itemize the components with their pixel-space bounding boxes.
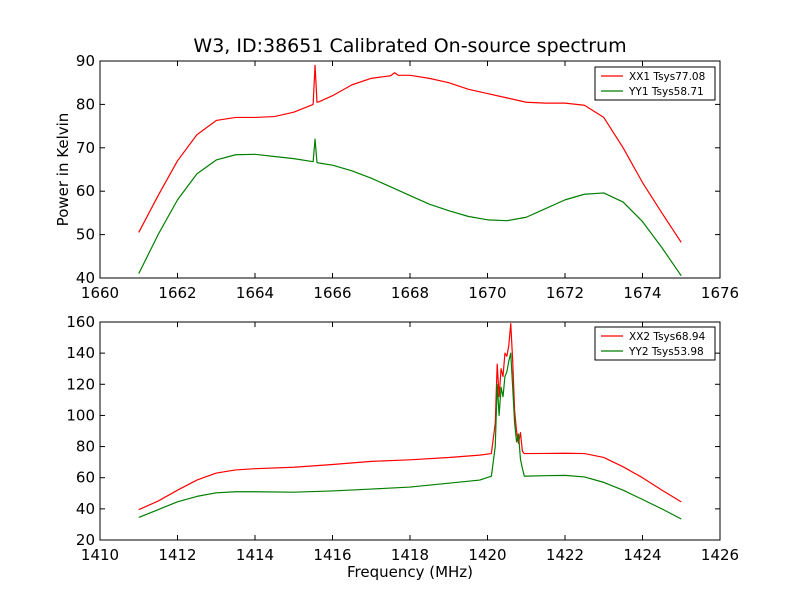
legend-label: YY1 Tsys58.71 [628, 86, 704, 98]
x-tick-label: 1426 [701, 546, 739, 564]
y-axis-label: Power in Kelvin [54, 113, 72, 227]
x-tick-label: 1416 [313, 546, 351, 564]
x-tick-label: 1666 [313, 284, 351, 302]
series-line-yy2 [138, 352, 682, 520]
y-tick-label: 60 [76, 182, 95, 200]
y-tick-label: 100 [66, 406, 95, 424]
x-tick-label: 1414 [236, 546, 274, 564]
series-line-yy1 [138, 138, 682, 277]
y-tick-label: 60 [76, 469, 95, 487]
legend-label: XX1 Tsys77.08 [629, 71, 705, 83]
x-tick-label: 1676 [701, 284, 739, 302]
bottom-plot: 1410 1412 1414 1416 1418 1420 1422 1424 1426 20 40… [66, 313, 739, 581]
chart-title: W3, ID:38651 Calibrated On-source spectr… [193, 35, 626, 57]
x-tick-label: 1674 [623, 284, 661, 302]
series-line-xx1 [138, 64, 682, 243]
y-tick-label: 20 [76, 531, 95, 549]
x-tick-label: 1664 [236, 284, 274, 302]
y-tick-label: 120 [66, 375, 95, 393]
legend-box [594, 66, 716, 101]
x-tick-label: 1662 [158, 284, 196, 302]
x-axis-label: Frequency (MHz) [347, 563, 473, 581]
y-tick-label: 40 [76, 269, 95, 287]
x-tick-label: 1420 [468, 546, 506, 564]
legend-label: XX2 Tsys68.94 [629, 331, 706, 343]
y-tick-label: 140 [66, 344, 95, 362]
legend-box [594, 326, 716, 361]
y-tick-label: 80 [76, 438, 95, 456]
x-tick-label: 1418 [391, 546, 429, 564]
y-tick-label: 70 [76, 139, 95, 157]
x-tick-label: 1422 [546, 546, 584, 564]
x-tick-label: 1410 [81, 546, 119, 564]
x-tick-label: 1660 [81, 284, 119, 302]
legend: XX2 Tsys68.94 YY2 Tsys53.98 [594, 326, 716, 361]
top-plot: 1660 1662 1664 1666 1668 1670 1672 1674 1676 40 50… [54, 52, 739, 302]
legend-label: YY2 Tsys53.98 [628, 346, 704, 358]
x-tick-label: 1670 [468, 284, 506, 302]
x-tick-label: 1668 [391, 284, 429, 302]
legend: XX1 Tsys77.08 YY1 Tsys58.71 [594, 66, 716, 101]
x-tick-label: 1412 [158, 546, 196, 564]
y-tick-label: 160 [66, 313, 95, 331]
x-tick-label: 1672 [546, 284, 584, 302]
y-tick-label: 50 [76, 226, 95, 244]
series-line-xx2 [138, 322, 682, 511]
y-tick-label: 40 [76, 500, 95, 518]
y-tick-label: 80 [76, 95, 95, 113]
x-tick-label: 1424 [623, 546, 661, 564]
y-tick-label: 90 [76, 52, 95, 70]
